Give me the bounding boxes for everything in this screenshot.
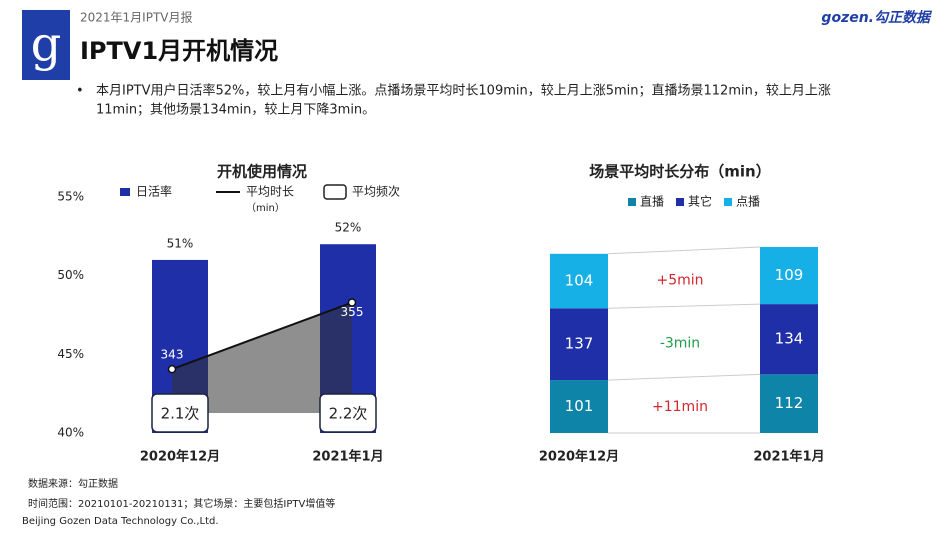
value-label: 51% xyxy=(167,236,194,250)
segment-label: 109 xyxy=(775,266,804,284)
change-label: -3min xyxy=(660,336,700,352)
bullet-line: 11min；其他场景134min，较上月下降3min。 xyxy=(96,103,375,118)
change-label: +11min xyxy=(652,399,708,415)
change-label: +5min xyxy=(656,272,703,288)
source: 数据来源：勾正数据 xyxy=(28,477,118,490)
bullet-line: 本月IPTV用户日活率52%，较上月有小幅上涨。点播场景平均时长109min，较… xyxy=(96,83,831,99)
segment-label: 104 xyxy=(565,272,594,290)
legend-swatch xyxy=(724,198,732,206)
y-tick-label: 50% xyxy=(57,268,84,282)
segment-label: 101 xyxy=(565,397,594,415)
line-value: 355 xyxy=(341,305,364,319)
line-value: 343 xyxy=(161,348,184,362)
chart-title: 开机使用情况 xyxy=(217,163,307,181)
logo xyxy=(22,10,70,80)
line-point xyxy=(167,364,177,374)
legend-unit: （min） xyxy=(246,202,285,214)
chart-title: 场景平均时长分布（min） xyxy=(589,163,770,181)
legend-label: 点播 xyxy=(736,195,760,209)
line-point xyxy=(347,298,357,307)
segment-label: 137 xyxy=(565,335,594,353)
legend-label: 平均频次 xyxy=(352,185,400,199)
brand: gozen.勾正数据 xyxy=(821,9,933,26)
bar-segment xyxy=(550,253,608,309)
frequency-box xyxy=(151,393,209,433)
bar-segment xyxy=(760,247,818,305)
frequency-label: 2.2次 xyxy=(329,405,368,423)
y-tick-label: 55% xyxy=(57,190,84,204)
report-name: 2021年1月IPTV月报 xyxy=(80,10,193,25)
segment-label: 112 xyxy=(775,394,804,412)
frequency-label: 2.1次 xyxy=(161,405,200,423)
y-tick-label: 45% xyxy=(57,347,84,361)
bar-segment xyxy=(550,308,608,381)
legend-label: 日活率 xyxy=(136,184,172,199)
company: Beijing Gozen Data Technology Co.,Ltd. xyxy=(22,516,219,527)
shade-area xyxy=(172,302,352,413)
legend-label: 其它 xyxy=(688,194,712,209)
legend-label: 平均时长 xyxy=(246,185,294,199)
connector xyxy=(607,246,761,255)
x-tick-label: 2020年12月 xyxy=(539,449,619,465)
bar-segment xyxy=(760,374,818,433)
legend-swatch xyxy=(676,198,684,206)
connector xyxy=(607,373,761,381)
legend-label: 直播 xyxy=(640,195,664,209)
bar-segment xyxy=(550,380,608,433)
x-tick-label: 2021年1月 xyxy=(312,449,383,465)
frequency-box xyxy=(319,393,377,433)
legend-swatch xyxy=(120,188,130,196)
legend-swatch xyxy=(323,184,347,200)
page-title: IPTV1月开机情况 xyxy=(80,37,278,65)
bar-segment xyxy=(760,304,818,375)
x-tick-label: 2021年1月 xyxy=(753,449,824,465)
y-tick-label: 40% xyxy=(57,426,84,440)
value-label: 52% xyxy=(335,221,362,235)
x-tick-label: 2020年12月 xyxy=(140,449,220,465)
period: 时间范围：20210101-20210131；其它场景：主要包括IPTV增值等 xyxy=(28,497,335,510)
legend-swatch xyxy=(628,198,636,206)
segment-label: 134 xyxy=(775,330,804,348)
line xyxy=(171,301,353,371)
bullet-dot: • xyxy=(76,84,84,99)
connector xyxy=(607,303,761,309)
logo-letter: g xyxy=(31,17,62,73)
